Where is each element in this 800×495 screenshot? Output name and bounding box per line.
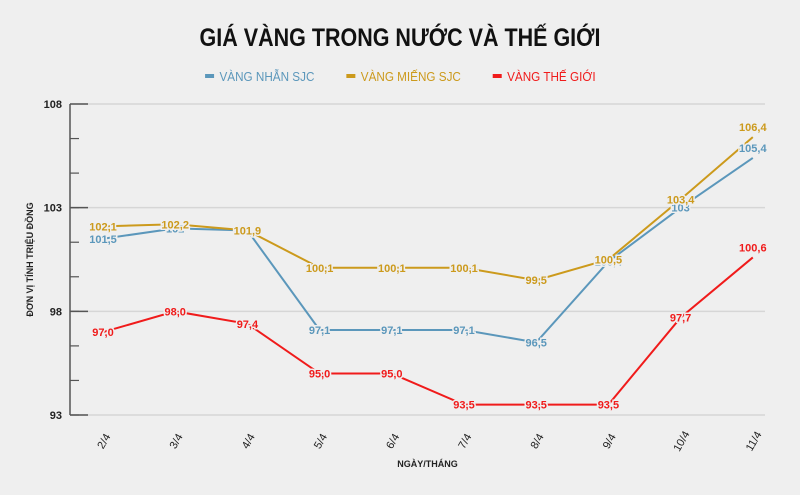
data-label: 100,1 (378, 263, 406, 275)
legend: VÀNG NHẪN SJC VÀNG MIẾNG SJC VÀNG THẾ GI… (0, 66, 800, 84)
data-label: 99,5 (525, 275, 546, 287)
legend-item-mieng-sjc: VÀNG MIẾNG SJC (346, 69, 461, 84)
x-tick-label: 9/4 (601, 432, 619, 451)
x-tick-label: 10/4 (671, 429, 692, 454)
legend-swatch-icon (204, 74, 214, 78)
legend-swatch-icon (492, 74, 502, 78)
x-tick-label: 11/4 (744, 430, 765, 454)
data-label: 102,1 (89, 221, 117, 233)
data-label: 95,0 (381, 369, 402, 381)
data-label: 103 (671, 203, 689, 215)
data-label: 93,5 (453, 400, 474, 412)
data-label: 97,1 (309, 325, 330, 337)
data-label: 97,7 (670, 313, 691, 325)
x-tick-label: 6/4 (384, 432, 402, 451)
y-tick-label: 93 (50, 410, 62, 422)
x-tick-label: 2/4 (95, 432, 113, 451)
data-label: 100,1 (450, 263, 478, 275)
legend-label: VÀNG THẾ GIỚI (506, 68, 596, 84)
y-axis-label: ĐƠN VỊ TÍNH TRIỆU ĐỒNG (24, 202, 35, 316)
x-axis-label: NGÀY/THÁNG (397, 459, 458, 469)
data-label: 105,4 (739, 143, 767, 155)
data-label: 97,1 (453, 325, 474, 337)
data-label: 100,4 (595, 257, 623, 269)
y-tick-label: 103 (44, 203, 62, 215)
data-label: 106,4 (739, 122, 767, 134)
data-label: 100,6 (739, 242, 767, 254)
data-label: 100,1 (306, 263, 334, 275)
data-label: 95,0 (309, 369, 330, 381)
data-label: 103,4 (667, 194, 695, 206)
y-tick-label: 108 (44, 99, 62, 111)
data-label: 102,2 (161, 219, 189, 231)
data-label: 98,0 (164, 306, 185, 318)
series-line-nhan-sjc (102, 157, 754, 344)
legend-item-nhan-sjc: VÀNG NHẪN SJC (204, 68, 315, 84)
data-label: 96,5 (525, 337, 546, 349)
legend-label: VÀNG NHẪN SJC (219, 68, 315, 84)
data-label: 102 (166, 223, 184, 235)
x-tick-label: 5/4 (312, 432, 330, 451)
x-tick-label: 7/4 (456, 432, 474, 451)
legend-swatch-icon (346, 74, 356, 78)
legend-label: VÀNG MIẾNG SJC (360, 68, 461, 84)
series-line-mieng-sjc (102, 136, 754, 282)
x-tick-label: 8/4 (529, 432, 547, 451)
data-label: 93,5 (525, 400, 546, 412)
legend-item-the-gioi: VÀNG THẾ GIỚI (492, 68, 596, 84)
data-label: 97,4 (237, 319, 259, 331)
data-label: 97,1 (381, 325, 402, 337)
data-label: 100,5 (595, 255, 623, 267)
x-tick-label: 4/4 (240, 432, 258, 451)
y-tick-label: 98 (50, 306, 62, 318)
data-label: 93,5 (598, 400, 619, 412)
series-line-the-gioi (102, 256, 754, 406)
chart-title: GIÁ VÀNG TRONG NƯỚC VÀ THẾ GIỚI (199, 24, 601, 52)
data-label: 97,0 (92, 327, 113, 339)
data-label: 101,9 (234, 225, 262, 237)
x-tick-label: 3/4 (168, 432, 186, 451)
data-label: 101,5 (89, 234, 117, 246)
